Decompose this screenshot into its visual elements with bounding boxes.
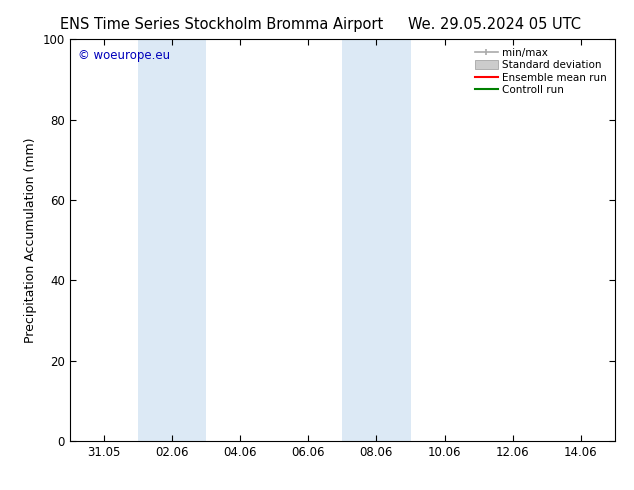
Bar [342,39,411,441]
Y-axis label: Precipitation Accumulation (mm): Precipitation Accumulation (mm) [24,137,37,343]
Text: ENS Time Series Stockholm Bromma Airport: ENS Time Series Stockholm Bromma Airport [60,17,384,32]
Bar [138,39,206,441]
Text: We. 29.05.2024 05 UTC: We. 29.05.2024 05 UTC [408,17,581,32]
Text: © woeurope.eu: © woeurope.eu [78,49,170,62]
Legend: min/max, Standard deviation, Ensemble mean run, Controll run: min/max, Standard deviation, Ensemble me… [472,45,610,98]
